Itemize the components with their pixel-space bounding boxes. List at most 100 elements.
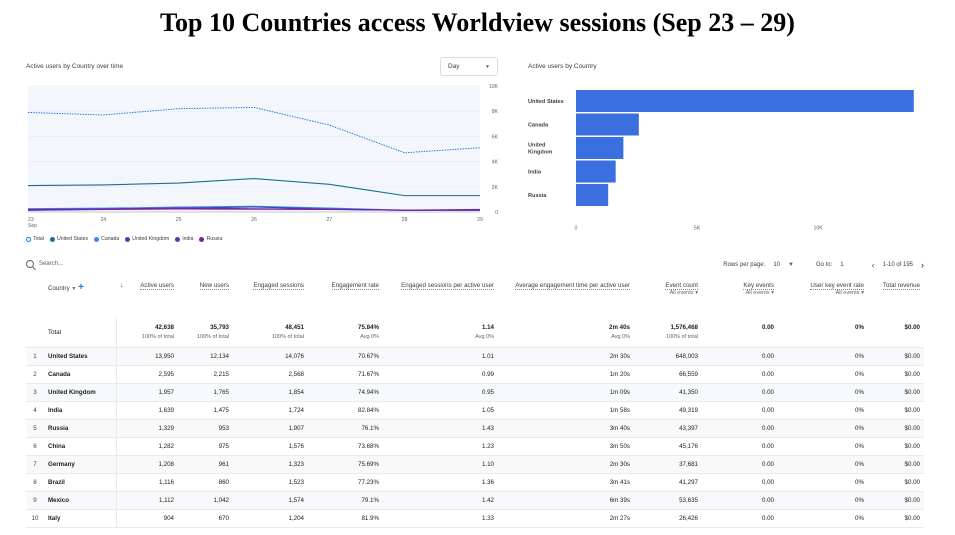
chevron-down-icon[interactable]: ▾ (771, 290, 774, 296)
chevron-down-icon[interactable]: ▼ (788, 262, 794, 268)
legend-item[interactable]: India (175, 236, 193, 242)
y-tick-label: 2K (492, 185, 499, 191)
metric-cell: 79.1% (308, 491, 383, 510)
table-row[interactable]: 7 Germany 1,208 961 1,323 75.69% 1.10 2m 30s 37,… (26, 455, 924, 474)
metric-cell: 1,523 (233, 473, 308, 492)
bar[interactable] (576, 184, 609, 206)
metric-cell: $0.00 (868, 365, 924, 384)
col-engaged-sessions[interactable]: Engaged sessions (233, 278, 308, 318)
line-card-title: Active users by Country over time (26, 63, 124, 70)
legend-item[interactable]: United States (49, 236, 88, 242)
goto-input[interactable]: 1 (840, 262, 844, 268)
col-engagement-rate[interactable]: Engagement rate (308, 278, 383, 318)
legend-item[interactable]: United Kingdom (125, 236, 169, 242)
previous-page-icon[interactable]: ‹ (871, 260, 875, 270)
country-cell[interactable]: India (44, 401, 117, 420)
next-page-icon[interactable]: › (921, 260, 924, 270)
chevron-down-icon[interactable]: ▾ (695, 290, 698, 296)
rows-per-page-label: Rows per page: (723, 262, 766, 268)
col-filter[interactable]: All events (669, 290, 694, 296)
metric-cell: 0.00 (702, 473, 778, 492)
total-value: 35,793 (210, 324, 229, 331)
col-key-events[interactable]: Key events All events ▾ (702, 278, 778, 318)
country-cell[interactable]: Italy (44, 509, 117, 528)
legend-dot-icon (94, 236, 100, 242)
series-line-united-states[interactable] (27, 178, 480, 197)
col-active-users[interactable]: ↓ Active users (116, 278, 178, 318)
metric-cell: 860 (178, 473, 233, 492)
metric-cell: 0.00 (702, 347, 778, 366)
bar[interactable] (576, 160, 616, 183)
metric-cell: 43,397 (634, 419, 702, 438)
col-user-key-event-rate[interactable]: User key event rate All events ▾ (778, 278, 868, 318)
table-row[interactable]: 1 United States 13,950 12,134 14,076 70.67% 1.… (26, 347, 924, 366)
col-filter[interactable]: All events (835, 290, 860, 296)
rows-per-page-select[interactable]: 10 (773, 262, 780, 268)
granularity-dropdown[interactable]: Day ▼ (440, 57, 498, 76)
table-row[interactable]: 6 China 1,282 975 1,576 73.68% 1.23 3m 50s 45,17… (26, 437, 924, 456)
metric-cell: 0.00 (702, 401, 778, 420)
country-cell[interactable]: Brazil (44, 473, 117, 492)
x-tick-label: 26 (251, 217, 257, 223)
col-label: Event count (665, 282, 698, 290)
col-avg-engagement-time[interactable]: Average engagement time per active user (498, 278, 634, 318)
chevron-down-icon[interactable]: ▾ (861, 290, 864, 296)
country-cell[interactable]: Germany (44, 455, 117, 474)
search-box[interactable]: Search... (26, 260, 63, 268)
bar[interactable] (576, 137, 624, 159)
metric-cell: 0% (778, 401, 868, 420)
metric-cell: 73.68% (308, 437, 383, 456)
metric-cell: $0.00 (868, 509, 924, 528)
table-row[interactable]: 8 Brazil 1,116 860 1,523 77.23% 1.36 3m 41s 41,2… (26, 473, 924, 492)
country-cell[interactable]: United States (44, 347, 117, 366)
search-input[interactable]: Search... (39, 261, 64, 267)
dimension-header[interactable]: Country ▼ + (44, 278, 116, 318)
table-row[interactable]: 9 Mexico 1,112 1,042 1,574 79.1% 1.42 6m 39s 53,… (26, 491, 924, 510)
index-header (26, 278, 44, 318)
row-index: 1 (26, 347, 44, 366)
country-cell[interactable]: Mexico (44, 491, 117, 510)
metric-cell: 82.84% (308, 401, 383, 420)
country-cell[interactable]: Russia (44, 419, 117, 438)
col-event-count[interactable]: Event count All events ▾ (634, 278, 702, 318)
total-value: 1.14 (481, 324, 494, 331)
table-row[interactable]: 10 Italy 904 670 1,204 81.9% 1.33 2m 27s 26,426 0… (26, 509, 924, 528)
country-cell[interactable]: United Kingdom (44, 383, 117, 402)
add-dimension-icon[interactable]: + (78, 282, 84, 293)
table-row[interactable]: 2 Canada 2,595 2,215 2,568 71.67% 0.99 1m 20s 66… (26, 365, 924, 384)
country-cell[interactable]: Canada (44, 365, 117, 384)
table-row[interactable]: 4 India 1,639 1,475 1,724 82.84% 1.05 1m 58s 49,… (26, 401, 924, 420)
legend-label: United Kingdom (132, 236, 170, 242)
table-row[interactable]: 3 United Kingdom 1,957 1,765 1,854 74.94% 0.95… (26, 383, 924, 402)
legend-dot-icon (49, 236, 55, 242)
col-engaged-sessions-per-user[interactable]: Engaged sessions per active user (383, 278, 498, 318)
legend-item[interactable]: Russia (199, 236, 222, 242)
bar[interactable] (576, 113, 639, 136)
metric-cell: 41,297 (634, 473, 702, 492)
legend-dot-icon (175, 236, 181, 242)
legend-item[interactable]: Canada (94, 236, 119, 242)
country-cell[interactable]: China (44, 437, 117, 456)
metric-cell: 0.00 (702, 455, 778, 474)
total-row: Total 42,638 100% of total 35,793 100% of t… (26, 318, 924, 348)
metric-cell: 1,475 (178, 401, 233, 420)
series-line-total[interactable] (27, 106, 481, 154)
bar[interactable] (576, 90, 914, 112)
x-tick-label: 10K (814, 226, 824, 232)
table-row[interactable]: 5 Russia 1,329 953 1,907 76.1% 1.43 3m 40s 43,39… (26, 419, 924, 438)
col-filter[interactable]: All events (745, 290, 770, 296)
col-total-revenue[interactable]: Total revenue (868, 278, 924, 318)
chevron-down-icon[interactable]: ▼ (71, 286, 77, 292)
sort-arrow-icon[interactable]: ↓ (120, 282, 124, 289)
metric-cell: 0% (778, 383, 868, 402)
total-index (26, 318, 44, 348)
legend-item[interactable]: Total (26, 236, 44, 242)
y-tick-label: 6K (492, 134, 499, 140)
x-tick-sublabel: Sep (28, 223, 37, 229)
row-index: 7 (26, 455, 44, 474)
metric-cell: 670 (178, 509, 233, 528)
col-new-users[interactable]: New users (178, 278, 233, 318)
metric-cell: 2m 30s (498, 347, 634, 366)
series-line-russia[interactable] (27, 208, 480, 211)
